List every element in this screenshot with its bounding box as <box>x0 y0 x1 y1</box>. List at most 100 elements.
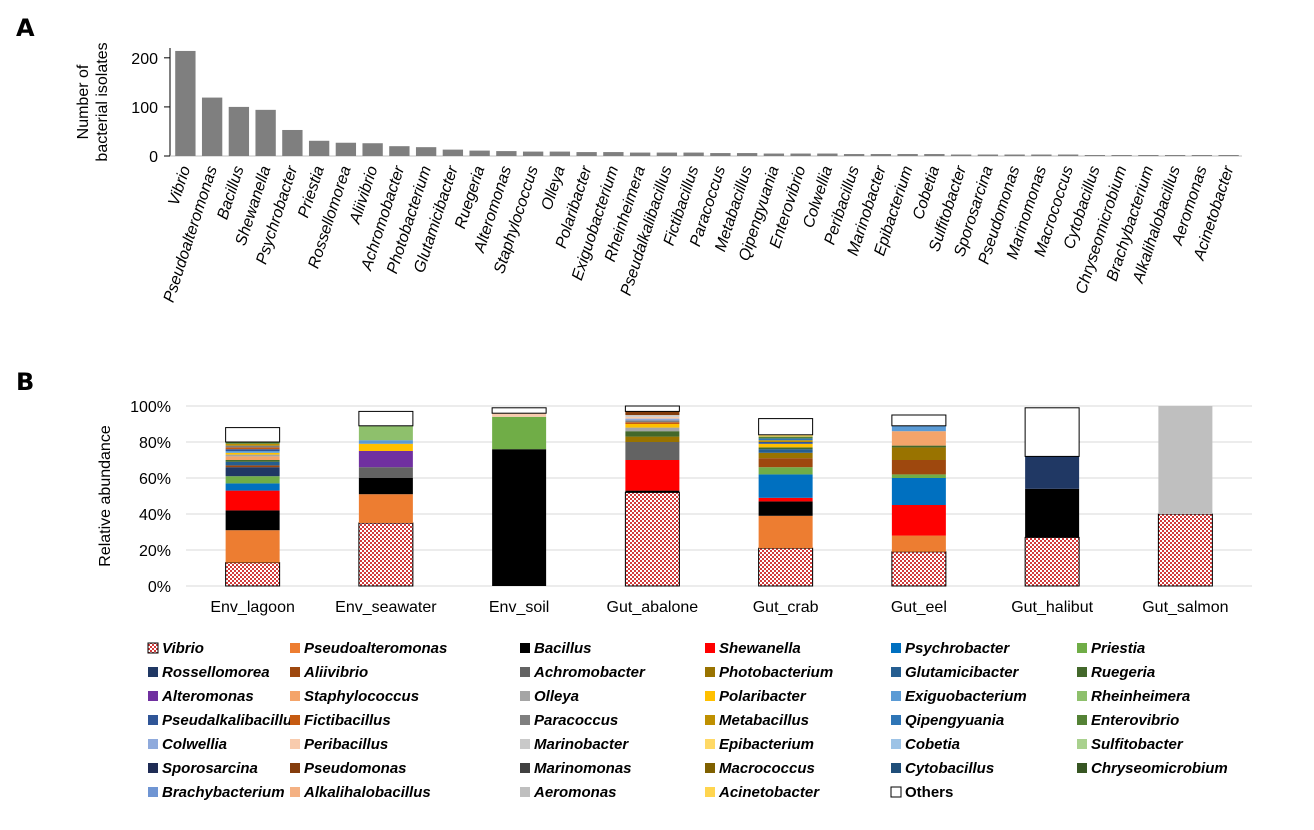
panel-a-bar-staphylococcus <box>522 151 544 156</box>
panel-b-segment-gut-eel-pseudoalteromonas <box>891 535 946 552</box>
panel-b-segment-env-lagoon-olleya <box>225 454 280 457</box>
panel-b-segment-env-seawater-polaribacter <box>358 443 413 451</box>
panel-b-segment-gut-abalone-peribacillus <box>625 416 680 419</box>
panel-b-segment-gut-eel-aliivibrio <box>891 460 946 475</box>
legend-label-fictibacillus: Fictibacillus <box>304 712 391 729</box>
panel-b-segment-env-seawater-pseudoalteromonas <box>358 494 413 523</box>
legend-swatch-enterovibrio <box>1077 715 1087 725</box>
panel-a-bar-acinetobacter <box>1218 155 1239 156</box>
panel-b-segment-gut-abalone-paracoccus <box>625 420 680 423</box>
legend-swatch-achromobacter <box>520 667 530 677</box>
panel-a-bar-alkalihalobacillus <box>1164 155 1186 156</box>
panel-a-y-axis-label: Number of bacterial isolates <box>75 42 111 161</box>
panel-b-segment-gut-eel-ruegeria <box>891 445 946 448</box>
panel-a-bar-enterovibrio <box>790 153 811 156</box>
panel-b-segment-gut-salmon-vibrio <box>1157 513 1213 587</box>
panel-b-segment-gut-crab-ruegeria <box>758 447 813 450</box>
panel-b-segment-gut-crab-pseudalkalibacillus <box>758 442 813 444</box>
legend-swatch-psychrobacter <box>891 643 901 653</box>
legend-label-polaribacter: Polaribacter <box>719 688 807 705</box>
legend-swatch-acinetobacter <box>705 787 715 797</box>
panel-b-x-tick-label: Gut_eel <box>891 599 947 616</box>
panel-b-segment-gut-halibut-others <box>1024 407 1080 457</box>
panel-b-segment-env-lagoon-staphylococcus <box>225 456 280 460</box>
legend-label-vibrio: Vibrio <box>162 640 204 657</box>
panel-a-bar-fictibacillus <box>683 152 704 156</box>
legend-swatch-marinomonas <box>520 763 530 773</box>
panel-b-segment-env-lagoon-polaribacter <box>225 452 280 455</box>
panel-a-label: A <box>16 14 35 42</box>
panel-b-segment-gut-crab-photobacterium <box>758 452 813 459</box>
panel-b-segment-env-lagoon-pseudalkalibacillus <box>225 449 280 451</box>
panel-b-segment-gut-crab-glutamicibacter <box>758 449 813 453</box>
panel-b-segment-gut-abalone-pseudomonas <box>625 411 680 415</box>
panel-b-y-tick-label: 20% <box>139 543 171 560</box>
panel-a-bar-sporosarcina <box>977 154 999 156</box>
legend-swatch-vibrio <box>147 642 159 654</box>
panel-b-segment-env-soil-priestia <box>492 416 547 450</box>
panel-b-x-tick-label: Gut_abalone <box>607 599 699 616</box>
legend-swatch-exiguobacterium <box>891 691 901 701</box>
legend-swatch-priestia <box>1077 643 1087 653</box>
panel-b-segment-gut-crab-bacillus <box>758 501 813 516</box>
legend-swatch-pseudoalteromonas <box>290 643 300 653</box>
legend-swatch-olleya <box>520 691 530 701</box>
panel-b-segment-gut-eel-priestia <box>891 474 946 478</box>
panel-b-segment-env-lagoon-fictibacillus <box>225 447 280 450</box>
panel-b-segment-env-lagoon-rossellomorea <box>225 467 280 477</box>
legend-label-enterovibrio: Enterovibrio <box>1091 712 1179 729</box>
panel-a-bar-priestia <box>308 140 330 156</box>
legend-swatch-metabacillus <box>705 715 715 725</box>
legend-label-aeromonas: Aeromonas <box>533 784 617 801</box>
legend-label-bacillus: Bacillus <box>534 640 592 657</box>
legend-label-others: Others <box>905 784 953 801</box>
panel-b-segment-env-lagoon-glutamicibacter <box>225 461 280 466</box>
panel-b-y-axis-label: Relative abundance <box>97 425 114 567</box>
panel-b-segment-env-seawater-vibrio <box>358 522 414 587</box>
panel-b-segment-env-lagoon-priestia <box>225 476 280 484</box>
legend-swatch-polaribacter <box>705 691 715 701</box>
panel-b-y-tick-label: 40% <box>139 507 171 524</box>
panel-b-segment-env-lagoon-vibrio <box>225 562 281 587</box>
panel-b-x-tick-label: Env_soil <box>489 599 549 616</box>
panel-a-bar-marinomonas <box>1031 154 1052 156</box>
panel-b-segment-gut-eel-vibrio <box>891 551 947 587</box>
panel-a-bar-rheinheimera <box>629 152 651 156</box>
legend-swatch-chryseomicrobium <box>1077 763 1087 773</box>
legend-swatch-shewanella <box>705 643 715 653</box>
legend-swatch-pseudalkalibacillus <box>148 715 158 725</box>
legend-label-alkalihalobacillus: Alkalihalobacillus <box>303 784 431 801</box>
panel-a-bar-rossellomorea <box>335 142 357 156</box>
panel-a-chart: Number of bacterial isolates 0 100 200 Vibrio… <box>75 42 1242 305</box>
panel-b-segment-gut-crab-qipengyuania <box>758 438 813 441</box>
panel-a-bar-pseudoalteromonas <box>201 97 223 156</box>
panel-b-segment-gut-crab-vibrio <box>758 547 814 587</box>
panel-a-bar-metabacillus <box>736 153 758 156</box>
panel-b-segment-gut-abalone-photobacterium <box>625 436 680 442</box>
panel-b-segment-gut-halibut-bacillus <box>1025 488 1080 538</box>
panel-b-segment-gut-abalone-vibrio <box>624 491 680 587</box>
panel-b-y-tick-label: 60% <box>139 471 171 488</box>
legend-swatch-others <box>890 786 902 798</box>
panel-a-x-tick-label: Pseudoalteromonas <box>161 164 221 305</box>
legend-swatch-pseudomonas <box>290 763 300 773</box>
panel-a-bar-macrococcus <box>1057 154 1079 156</box>
panel-b-segment-env-lagoon-bacillus <box>225 510 280 531</box>
legend-label-shewanella: Shewanella <box>719 640 801 657</box>
panel-a-bar-polaribacter <box>576 152 597 156</box>
panel-b-x-tick-label: Env_seawater <box>335 599 437 616</box>
legend-swatch-sporosarcina <box>148 763 158 773</box>
legend-swatch-staphylococcus <box>290 691 300 701</box>
legend-swatch-rossellomorea <box>148 667 158 677</box>
panel-a-bar-paracoccus <box>710 153 731 156</box>
panel-b-segment-env-seawater-rheinheimera <box>358 425 413 441</box>
legend-swatch-colwellia <box>148 739 158 749</box>
legend-label-epibacterium: Epibacterium <box>719 736 814 753</box>
legend-swatch-glutamicibacter <box>891 667 901 677</box>
panel-b-segment-env-seawater-exiguobacterium <box>358 440 413 444</box>
legend-label-colwellia: Colwellia <box>162 736 227 753</box>
panel-a-bar-bacillus <box>228 106 250 156</box>
panel-b-segment-gut-abalone-polaribacter <box>625 424 680 428</box>
